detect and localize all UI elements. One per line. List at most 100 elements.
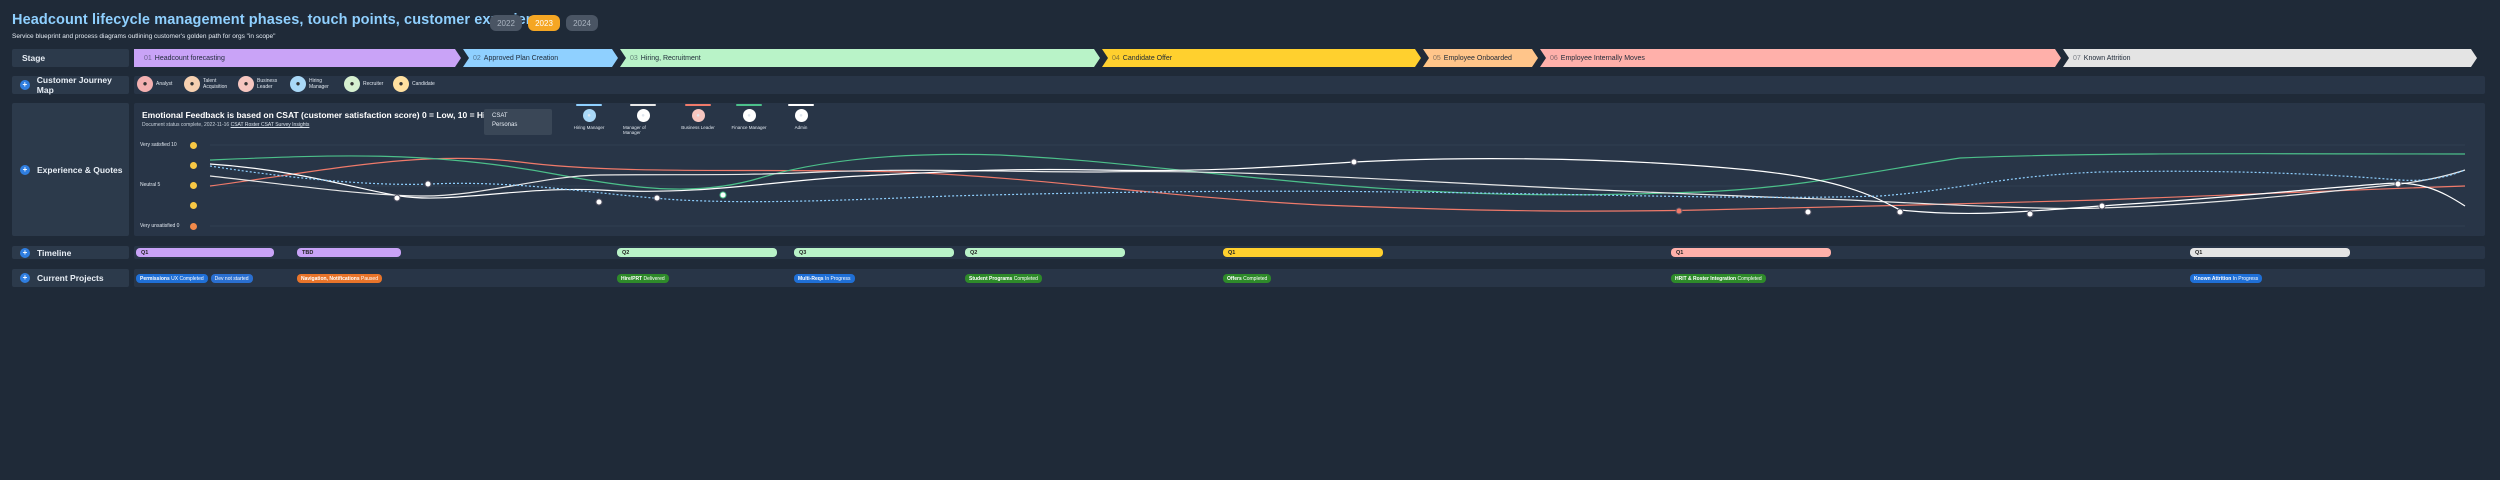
csat-survey-link[interactable]: CSAT Roster CSAT Survey Insights <box>230 122 310 128</box>
curve-admin <box>209 158 2466 215</box>
stage-label: Known Attrition <box>2083 54 2131 62</box>
legend-swatch <box>736 104 762 106</box>
marker-point <box>1804 208 1812 216</box>
page-title: Headcount lifecycle management phases, t… <box>12 12 552 28</box>
marker-point <box>393 194 401 202</box>
stage-3[interactable]: 03 Hiring, Recruitment <box>630 54 701 62</box>
persona-label: Business Leader <box>257 78 278 90</box>
project-navigation[interactable]: Navigation, Notifications Paused <box>297 274 382 283</box>
row-label-text: Current Projects <box>37 273 104 283</box>
filter-panel: CSAT Personas <box>484 109 552 135</box>
stage-7[interactable]: 07 Known Attrition <box>2073 54 2131 62</box>
legend-item-admin[interactable]: ● Admin <box>781 104 821 130</box>
persona-talent-acquisition[interactable]: ● Talent Acquisition <box>184 76 231 92</box>
status-badge: Offers Completed <box>1223 274 1272 283</box>
status-badge: Hire/PRT Delivered <box>617 274 669 283</box>
marker-point <box>1896 208 1904 216</box>
csat-status: Document status complete, 2022-11-16 CSA… <box>142 122 310 128</box>
timeline-chip[interactable]: Q2 <box>617 248 777 257</box>
page-subtitle: Service blueprint and process diagrams o… <box>12 33 276 40</box>
person-icon: ● <box>742 109 756 122</box>
csat-title: Emotional Feedback is based on CSAT (cus… <box>142 110 496 120</box>
timeline-chip[interactable]: TBD <box>297 248 401 257</box>
curve-finance-manager <box>209 153 2466 196</box>
persona-hiring-manager[interactable]: ● Hiring Manager <box>290 76 333 92</box>
curve-hiring-manager <box>209 165 2466 203</box>
person-icon: ● <box>290 76 306 92</box>
legend-swatch <box>576 104 602 106</box>
smile-emoji-icon <box>190 162 197 169</box>
year-selector: 2022 2023 2024 <box>490 15 598 31</box>
person-icon: ● <box>238 76 254 92</box>
project-multi-reqs[interactable]: Multi-Reqs In Progress <box>794 274 855 283</box>
year-tab-2022[interactable]: 2022 <box>490 15 522 31</box>
person-icon: ● <box>184 76 200 92</box>
project-known-attrition[interactable]: Known Attrition In Progress <box>2190 274 2263 283</box>
legend-item-finance-manager[interactable]: ● Finance Manager <box>729 104 769 130</box>
marker-point <box>424 180 432 188</box>
row-label-journey[interactable]: + Customer Journey Map <box>12 75 129 95</box>
persona-recruiter[interactable]: ● Recruiter <box>344 76 383 92</box>
project-hrit-roster[interactable]: HRIT & Roster Integration Completed <box>1671 274 1766 283</box>
header: Headcount lifecycle management phases, t… <box>12 12 551 40</box>
timeline-chip[interactable]: Q1 <box>1223 248 1383 257</box>
marker-point <box>595 198 603 206</box>
project-hire-prt[interactable]: Hire/PRT Delivered <box>617 274 669 283</box>
marker-point <box>2098 202 2106 210</box>
legend-item-hiring-manager[interactable]: ● Hiring Manager <box>569 104 609 130</box>
legend-item-business-leader[interactable]: ● Business Leader <box>678 104 718 130</box>
stage-6[interactable]: 06 Employee Internally Moves <box>1550 54 1645 62</box>
stage-label: Approved Plan Creation <box>483 54 559 62</box>
row-label-text: Experience & Quotes <box>37 164 123 175</box>
status-badge: Known Attrition In Progress <box>2190 274 2263 283</box>
person-icon: ● <box>691 109 705 122</box>
expand-icon[interactable]: + <box>20 164 30 175</box>
project-student-programs[interactable]: Student Programs Completed <box>965 274 1042 283</box>
persona-business-leader[interactable]: ● Business Leader <box>238 76 281 92</box>
marker-point <box>2394 180 2402 188</box>
marker-point <box>1350 158 1358 166</box>
stage-5[interactable]: 05 Employee Onboarded <box>1433 54 1512 62</box>
stage-label: Headcount forecasting <box>154 54 225 62</box>
person-icon: ● <box>344 76 360 92</box>
journey-row <box>134 76 2485 94</box>
timeline-chip[interactable]: Q1 <box>1671 248 1831 257</box>
expand-icon[interactable]: + <box>20 80 30 90</box>
persona-label: Analyst <box>156 81 173 87</box>
row-label-projects[interactable]: + Current Projects <box>12 269 129 287</box>
row-label-stage: Stage <box>12 49 129 67</box>
stage-1[interactable]: 01 Headcount forecasting <box>144 54 225 62</box>
row-label-timeline[interactable]: + Timeline <box>12 246 129 259</box>
timeline-chip[interactable]: Q3 <box>794 248 954 257</box>
persona-label: Hiring Manager <box>309 78 329 90</box>
legend-swatch <box>685 104 711 106</box>
filter-personas[interactable]: Personas <box>492 122 518 128</box>
status-badge: Student Programs Completed <box>965 274 1042 283</box>
legend-item-manager-of-manager[interactable]: ● Manager of Manager <box>623 104 663 135</box>
marker-point <box>719 191 727 199</box>
timeline-chip[interactable]: Q1 <box>2190 248 2350 257</box>
project-permissions[interactable]: Permissions UX Completed Dev not started <box>136 274 253 283</box>
persona-label: Candidate <box>412 81 435 87</box>
row-label-text: Stage <box>22 53 46 63</box>
project-offers[interactable]: Offers Completed <box>1223 274 1272 283</box>
timeline-chip[interactable]: Q1 <box>136 248 274 257</box>
stage-4[interactable]: 04 Candidate Offer <box>1112 54 1173 62</box>
stage-label: Candidate Offer <box>1122 54 1173 62</box>
year-tab-2023[interactable]: 2023 <box>528 15 560 31</box>
stage-2[interactable]: 02 Approved Plan Creation <box>473 54 559 62</box>
filter-csat[interactable]: CSAT <box>492 113 508 119</box>
year-tab-2024[interactable]: 2024 <box>566 15 598 31</box>
status-badge: Multi-Reqs In Progress <box>794 274 855 283</box>
legend-swatch <box>788 104 814 106</box>
expand-icon[interactable]: + <box>20 247 30 258</box>
persona-candidate[interactable]: ● Candidate <box>393 76 435 92</box>
person-icon: ● <box>582 109 596 122</box>
expand-icon[interactable]: + <box>20 273 30 283</box>
row-label-experience[interactable]: + Experience & Quotes <box>12 103 129 236</box>
timeline-chip[interactable]: Q2 <box>965 248 1125 257</box>
y-label-neutral: Neutral 5 <box>140 182 161 188</box>
person-icon: ● <box>393 76 409 92</box>
angry-emoji-icon <box>190 223 197 230</box>
persona-analyst[interactable]: ● Analyst <box>137 76 172 92</box>
